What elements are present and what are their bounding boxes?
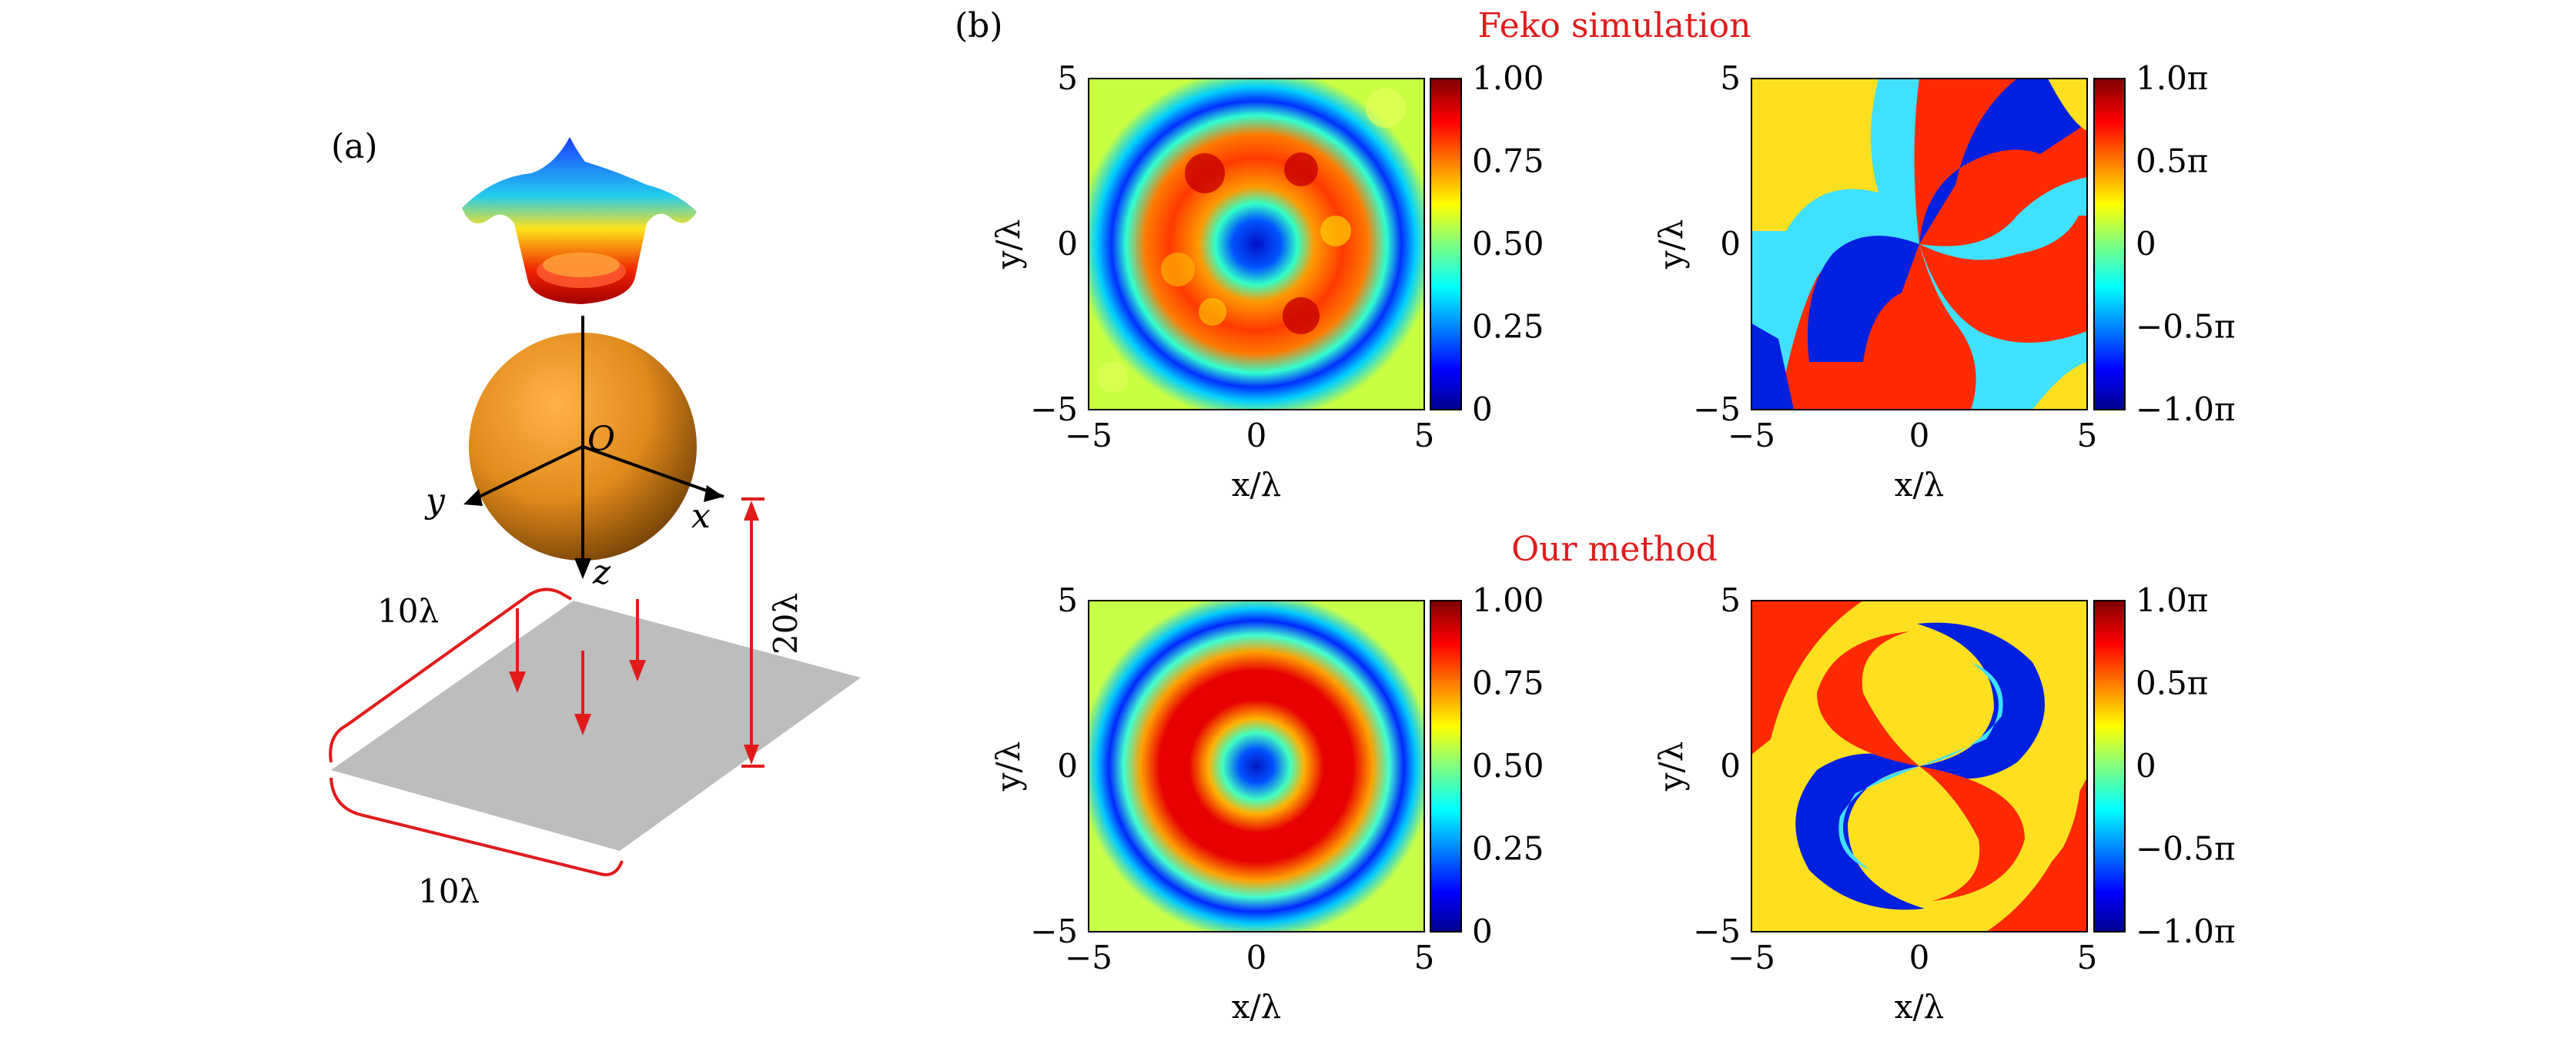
frame-2 xyxy=(1751,78,2088,410)
dimension-height: 20λ xyxy=(767,593,805,655)
colorbar-tick-our-phase: −1.0π xyxy=(2136,912,2236,950)
xtick-our-phase: −5 xyxy=(1728,939,1775,976)
xtick-our-amplitude: 5 xyxy=(1414,939,1435,976)
heatmap-feko-amplitude xyxy=(1089,79,1424,410)
ytick-our-amplitude: 5 xyxy=(1057,581,1078,619)
xlabel-feko-phase: x/λ xyxy=(1895,466,1944,504)
origin-label: O xyxy=(587,420,615,459)
colorbar-tick-our-amplitude: 1.00 xyxy=(1472,581,1544,619)
observation-plane xyxy=(331,601,861,851)
beam-profile xyxy=(462,137,697,304)
frame-4 xyxy=(1751,600,2088,933)
xlabel-our-phase: x/λ xyxy=(1895,988,1944,1026)
colorbar-tick-feko-amplitude: 0.50 xyxy=(1472,225,1544,263)
dimension-width-2: 10λ xyxy=(418,872,480,910)
panel-a: (a) O x y z xyxy=(329,127,861,910)
colorbar-tick-our-phase: 1.0π xyxy=(2136,581,2208,619)
ytick-our-phase: 5 xyxy=(1720,581,1741,619)
colorbars xyxy=(1430,78,2126,933)
xtick-our-phase: 5 xyxy=(2077,939,2098,976)
xtick-feko-amplitude: −5 xyxy=(1065,417,1112,454)
ytick-feko-phase: 0 xyxy=(1720,225,1741,263)
ylabel-feko-amplitude: y/λ xyxy=(989,219,1027,270)
xtick-our-phase: 0 xyxy=(1909,939,1930,976)
xtick-feko-phase: −5 xyxy=(1728,417,1775,454)
colorbar-tick-our-phase: 0.5π xyxy=(2136,665,2208,702)
frame-3 xyxy=(1088,600,1425,933)
xtick-feko-amplitude: 0 xyxy=(1246,417,1267,454)
heatmap-our-amplitude xyxy=(1089,601,1424,932)
heatmap-feko-phase xyxy=(1751,79,2087,410)
ylabel-feko-phase: y/λ xyxy=(1652,219,1690,270)
panel-b: (b) Feko simulation Our method xyxy=(955,6,2236,1026)
xtick-feko-phase: 5 xyxy=(2077,417,2098,454)
colorbar-tick-feko-amplitude: 0 xyxy=(1472,390,1493,428)
panel-a-label: (a) xyxy=(331,127,378,166)
colorbar-tick-our-amplitude: 0.75 xyxy=(1472,665,1544,702)
axis-z-label: z xyxy=(592,553,611,592)
colorbar-tick-feko-amplitude: 1.00 xyxy=(1472,59,1544,97)
colorbar-amplitude-bottom xyxy=(1430,600,1462,933)
xtick-feko-amplitude: 5 xyxy=(1414,417,1435,454)
ytick-our-phase: 0 xyxy=(1720,747,1741,785)
dimension-brackets xyxy=(329,497,764,876)
xtick-our-amplitude: 0 xyxy=(1246,939,1267,976)
panel-b-label: (b) xyxy=(955,6,1003,45)
colorbar-amplitude-top xyxy=(1430,78,1462,410)
colorbar-phase-bottom xyxy=(2093,600,2126,933)
xtick-our-amplitude: −5 xyxy=(1065,939,1112,976)
axis-y-label: y xyxy=(424,481,446,521)
ytick-our-amplitude: −5 xyxy=(1030,912,1078,950)
ytick-feko-amplitude: −5 xyxy=(1030,390,1078,428)
colorbar-tick-our-phase: 0 xyxy=(2136,747,2156,785)
colorbar-tick-feko-phase: 0 xyxy=(2136,225,2156,263)
colorbar-tick-feko-phase: −0.5π xyxy=(2136,308,2236,346)
xtick-feko-phase: 0 xyxy=(1909,417,1930,454)
row-title-feko: Feko simulation xyxy=(1478,6,1751,45)
ytick-feko-phase: −5 xyxy=(1693,390,1741,428)
ytick-feko-amplitude: 0 xyxy=(1057,225,1078,263)
colorbar-tick-our-amplitude: 0 xyxy=(1472,912,1493,950)
ytick-feko-phase: 5 xyxy=(1720,59,1741,97)
ylabel-our-phase: y/λ xyxy=(1652,742,1690,792)
frame-1 xyxy=(1088,78,1425,410)
xlabel-our-amplitude: x/λ xyxy=(1232,988,1281,1026)
colorbar-tick-feko-phase: 1.0π xyxy=(2136,59,2208,97)
colorbar-phase-top xyxy=(2093,78,2126,410)
colorbar-tick-our-amplitude: 0.50 xyxy=(1472,747,1544,785)
colorbar-tick-feko-amplitude: 0.75 xyxy=(1472,142,1544,180)
ytick-our-amplitude: 0 xyxy=(1057,747,1078,785)
axis-x-label: x xyxy=(691,497,711,536)
ytick-our-phase: −5 xyxy=(1693,912,1741,950)
colorbar-tick-feko-amplitude: 0.25 xyxy=(1472,308,1544,346)
xlabel-feko-amplitude: x/λ xyxy=(1232,466,1281,504)
colorbar-tick-feko-phase: 0.5π xyxy=(2136,142,2208,180)
dimension-width-1: 10λ xyxy=(377,592,439,630)
colorbar-tick-our-phase: −0.5π xyxy=(2136,830,2236,868)
coordinate-axes xyxy=(463,316,724,579)
ytick-feko-amplitude: 5 xyxy=(1057,59,1078,97)
incident-arrows xyxy=(509,599,646,735)
colorbar-tick-feko-phase: −1.0π xyxy=(2136,390,2236,428)
ylabel-our-amplitude: y/λ xyxy=(989,742,1027,792)
tick-labels: −5 0 550−5x/λy/λ1.000.750.500.250−5 0 550−5x… xyxy=(989,59,2236,1026)
colorbar-tick-our-amplitude: 0.25 xyxy=(1472,830,1544,868)
row-title-our-method: Our method xyxy=(1511,530,1718,569)
heatmap-our-phase xyxy=(1751,601,2087,932)
